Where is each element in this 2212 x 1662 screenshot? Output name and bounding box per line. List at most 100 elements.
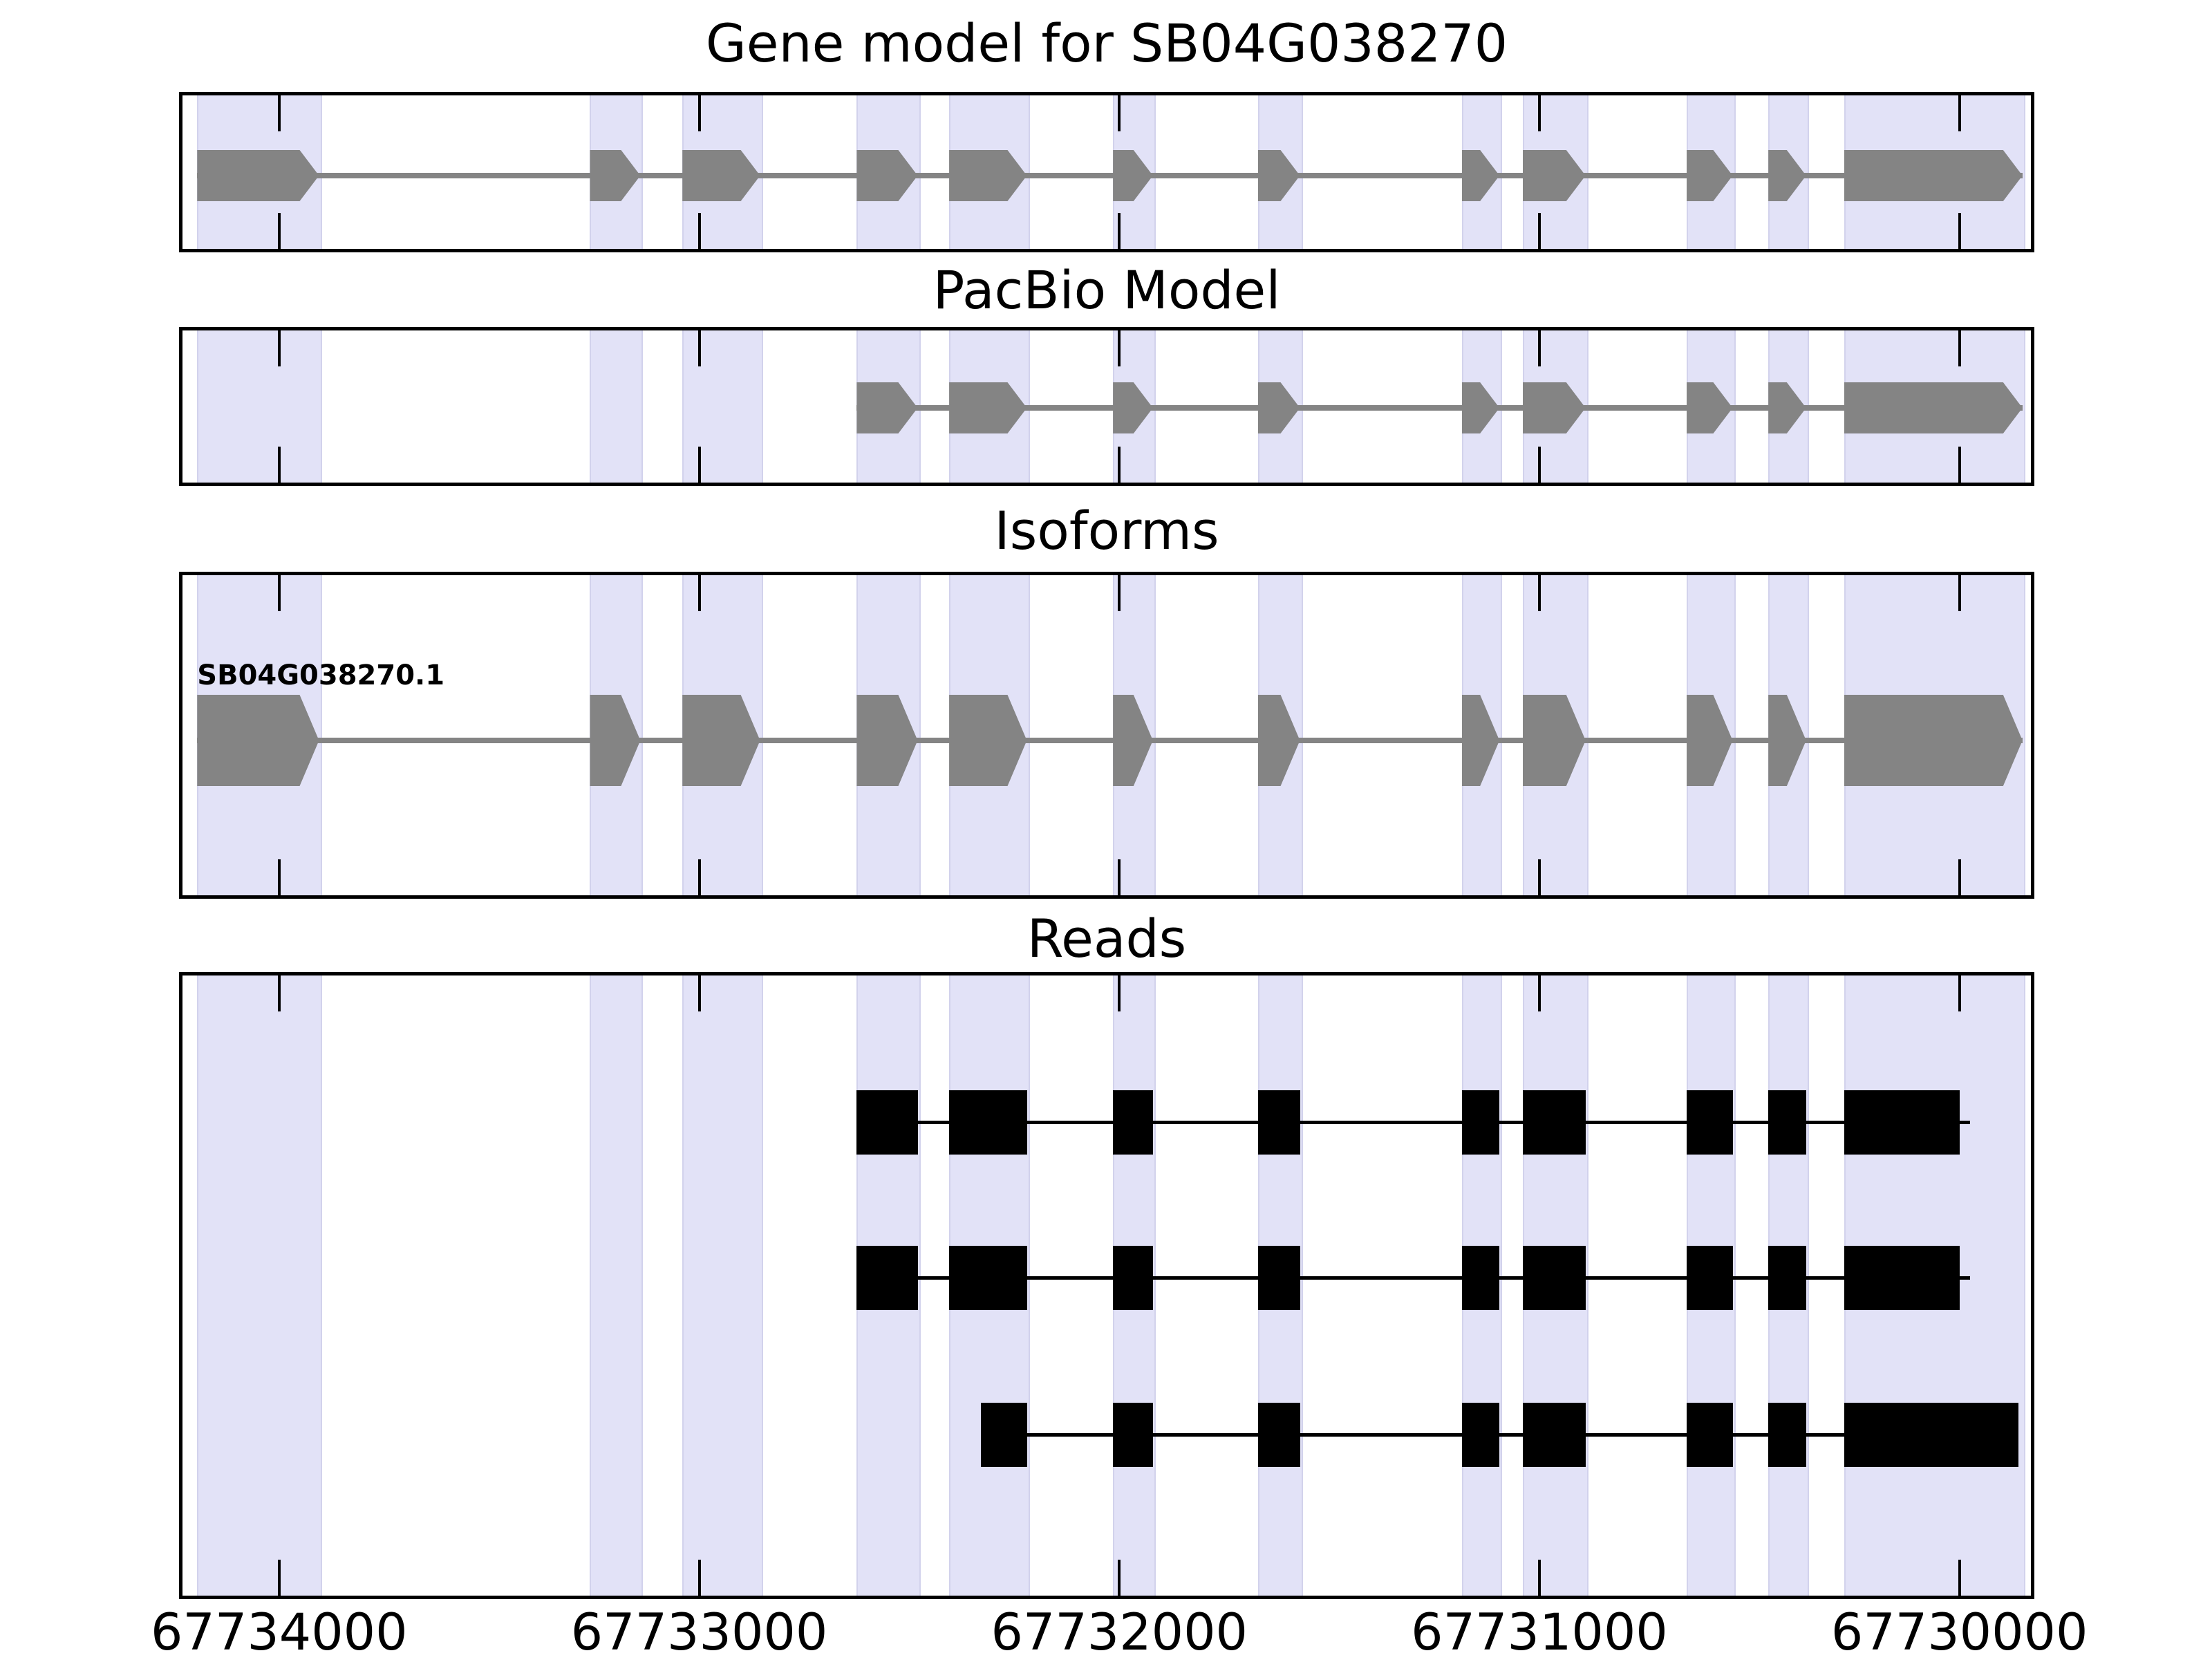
axis-tick-mark: [697, 95, 701, 131]
panel-gene-model: [179, 92, 2034, 252]
axis-tick-mark: [1118, 975, 1121, 1011]
axis-tick-mark: [1118, 859, 1121, 895]
axis-tick-mark: [1958, 859, 1961, 895]
exon-block: [682, 695, 760, 786]
exon-block: [949, 382, 1027, 433]
axis-tick-label: 67733000: [570, 1603, 828, 1662]
axis-tick-mark: [697, 859, 701, 895]
read-exon-block: [1461, 1402, 1500, 1467]
axis-tick-mark: [697, 213, 701, 249]
axis-tick-mark: [277, 1560, 281, 1596]
axis-tick-mark: [277, 859, 281, 895]
exon-highlight-band: [590, 330, 644, 483]
axis-tick-mark: [1537, 1560, 1541, 1596]
axis-tick-mark: [1537, 95, 1541, 131]
read-exon-block: [1257, 1090, 1300, 1155]
read-exon-block: [1686, 1402, 1733, 1467]
axis-tick-mark: [697, 975, 701, 1011]
axis-tick-mark: [1537, 330, 1541, 366]
exon-highlight-band: [590, 975, 644, 1596]
axis-tick-mark: [1958, 575, 1961, 611]
read-exon-block: [1113, 1402, 1153, 1467]
read-exon-block: [1844, 1245, 1960, 1310]
exon-highlight-band: [682, 975, 763, 1596]
axis-tick-mark: [277, 575, 281, 611]
panel-reads: [179, 972, 2034, 1599]
axis-tick-mark: [277, 95, 281, 131]
read-exon-block: [856, 1090, 918, 1155]
read-exon-block: [1844, 1090, 1960, 1155]
axis-tick-mark: [1537, 213, 1541, 249]
panel-title-pacbio: PacBio Model: [932, 259, 1281, 321]
read-exon-block: [1686, 1090, 1733, 1155]
exon-highlight-band: [197, 975, 322, 1596]
axis-tick-mark: [1118, 330, 1121, 366]
intron-line: [197, 173, 2023, 178]
axis-tick-mark: [277, 213, 281, 249]
axis-tick-mark: [1118, 1560, 1121, 1596]
exon-highlight-band: [682, 330, 763, 483]
axis-tick-mark: [697, 330, 701, 366]
intron-line: [856, 405, 2023, 411]
read-exon-block: [1768, 1245, 1806, 1310]
exon-block: [949, 150, 1027, 201]
read-exon-block: [1461, 1090, 1500, 1155]
read-exon-block: [980, 1402, 1027, 1467]
axis-tick-mark: [277, 447, 281, 483]
panel-isoforms: SB04G038270.1: [179, 572, 2034, 899]
axis-tick-mark: [1118, 575, 1121, 611]
axis-tick-label: 67731000: [1411, 1603, 1668, 1662]
read-exon-block: [1686, 1245, 1733, 1310]
read-exon-block: [1257, 1402, 1300, 1467]
axis-tick-mark: [697, 1560, 701, 1596]
axis-tick-mark: [1537, 447, 1541, 483]
axis-tick-mark: [697, 447, 701, 483]
axis-tick-mark: [1537, 575, 1541, 611]
axis-tick-mark: [1537, 975, 1541, 1011]
read-exon-block: [1844, 1402, 2018, 1467]
axis-tick-mark: [1958, 95, 1961, 131]
read-exon-block: [1522, 1090, 1586, 1155]
axis-tick-mark: [277, 330, 281, 366]
read-line: [980, 1432, 2018, 1437]
read-exon-block: [1113, 1090, 1153, 1155]
exon-block: [1844, 382, 2023, 433]
axis-tick-mark: [1958, 330, 1961, 366]
panel-title-isoforms: Isoforms: [994, 500, 1219, 561]
exon-block: [1844, 695, 2023, 786]
read-exon-block: [949, 1090, 1027, 1155]
read-line: [856, 1120, 1970, 1124]
exon-block: [682, 150, 760, 201]
exon-block: [949, 695, 1027, 786]
read-exon-block: [1768, 1090, 1806, 1155]
read-exon-block: [1522, 1402, 1586, 1467]
axis-tick-mark: [1958, 447, 1961, 483]
axis-tick-mark: [1958, 213, 1961, 249]
exon-block: [1844, 150, 2023, 201]
read-line: [856, 1276, 1970, 1280]
intron-line: [197, 738, 2023, 743]
axis-tick-mark: [1958, 975, 1961, 1011]
read-exon-block: [1461, 1245, 1500, 1310]
panel-pacbio-model: [179, 327, 2034, 486]
read-exon-block: [856, 1245, 918, 1310]
isoform-label: SB04G038270.1: [197, 660, 445, 691]
read-exon-block: [1113, 1245, 1153, 1310]
exon-highlight-band: [197, 330, 322, 483]
axis-tick-mark: [1958, 1560, 1961, 1596]
exon-block: [197, 150, 319, 201]
read-exon-block: [949, 1245, 1027, 1310]
read-exon-block: [1522, 1245, 1586, 1310]
axis-tick-label: 67730000: [1830, 1603, 2088, 1662]
axis-tick-mark: [1537, 859, 1541, 895]
axis-tick-mark: [277, 975, 281, 1011]
axis-tick-mark: [1118, 447, 1121, 483]
axis-tick-mark: [1118, 95, 1121, 131]
axis-tick-label: 67734000: [150, 1603, 408, 1662]
read-exon-block: [1257, 1245, 1300, 1310]
axis-tick-mark: [1118, 213, 1121, 249]
panel-title-reads: Reads: [1027, 908, 1187, 969]
exon-block: [197, 695, 319, 786]
read-exon-block: [1768, 1402, 1806, 1467]
